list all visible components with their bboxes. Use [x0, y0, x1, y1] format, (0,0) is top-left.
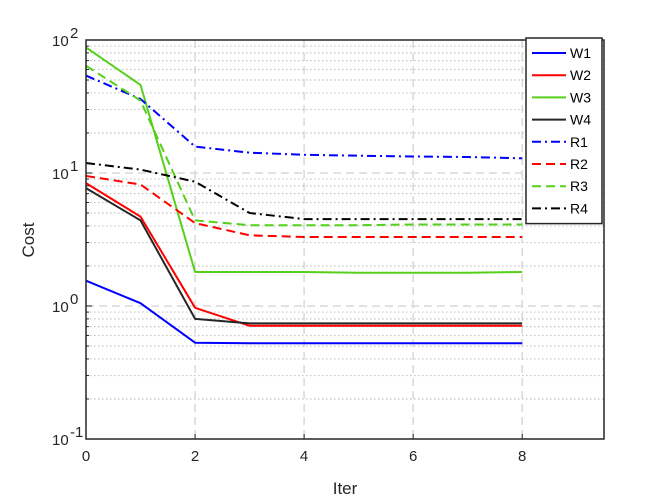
x-tick-label: 8: [518, 448, 526, 465]
tick-marks: [85, 45, 523, 440]
x-tick-label: 0: [82, 448, 90, 465]
y-tick-label-exponent: -1: [70, 424, 83, 441]
y-tick-label-exponent: 0: [70, 291, 78, 308]
series-line-w3: [85, 46, 523, 274]
series-line-r4: [85, 162, 523, 221]
legend-label-r1: R1: [570, 134, 588, 150]
legend-label-w2: W2: [570, 67, 591, 83]
y-tick-label: 10: [52, 166, 69, 183]
x-axis-label: Iter: [333, 479, 358, 498]
series-line-r1: [85, 74, 523, 160]
series-line-w4: [85, 187, 523, 325]
x-tick-label: 2: [191, 448, 199, 465]
x-tick-labels: 0 2 4 6 8: [82, 448, 527, 465]
series-line-w1: [85, 279, 523, 345]
legend-label-w3: W3: [570, 89, 591, 105]
y-tick-label-exponent: 2: [70, 25, 78, 42]
legend-label-r2: R2: [570, 156, 588, 172]
legend-label-r3: R3: [570, 178, 588, 194]
legend-box: [525, 37, 603, 225]
plot-area: [86, 40, 604, 439]
y-axis-label: Cost: [19, 222, 38, 257]
series-line-r3: [85, 64, 523, 227]
legend-label-w1: W1: [570, 45, 591, 61]
grid: [86, 40, 604, 439]
legend-label-w4: W4: [570, 112, 591, 128]
x-tick-label: 6: [409, 448, 417, 465]
axes-frame: [85, 39, 605, 440]
series-lines: [85, 46, 523, 345]
x-tick-label: 4: [300, 448, 308, 465]
legend-label-r4: R4: [570, 200, 588, 216]
y-tick-label: 10: [52, 299, 69, 316]
series-line-w2: [85, 182, 523, 327]
y-tick-label-exponent: 1: [70, 158, 78, 175]
y-tick-label: 10: [52, 432, 69, 449]
series-line-r2: [85, 175, 523, 238]
y-tick-label: 10: [52, 33, 69, 50]
legend: W1 W2 W3 W4 R1 R2 R3 R4: [525, 37, 603, 225]
